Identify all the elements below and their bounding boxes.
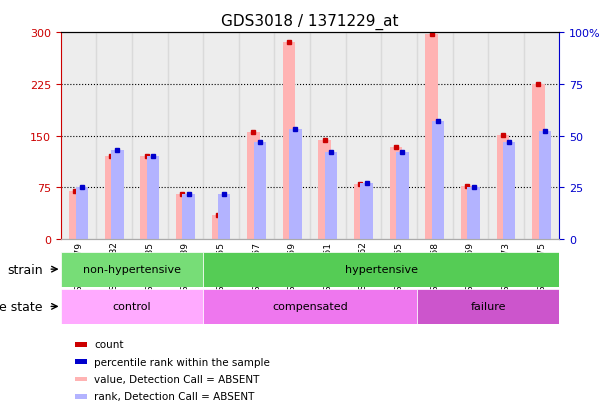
Bar bbox=[503, 142, 516, 240]
Bar bbox=[69, 191, 81, 240]
Bar bbox=[396, 153, 409, 240]
Bar bbox=[75, 359, 87, 364]
Bar bbox=[497, 135, 509, 240]
Bar bbox=[390, 148, 402, 240]
Bar bbox=[168, 33, 203, 240]
Bar bbox=[523, 33, 559, 240]
Bar bbox=[176, 195, 188, 240]
Bar bbox=[325, 153, 337, 240]
Bar bbox=[247, 133, 260, 240]
Bar bbox=[283, 43, 295, 240]
Bar bbox=[61, 289, 203, 324]
Bar bbox=[274, 33, 310, 240]
Bar bbox=[361, 184, 373, 240]
Bar bbox=[239, 33, 274, 240]
Bar bbox=[75, 394, 87, 399]
Bar bbox=[346, 33, 381, 240]
Bar bbox=[254, 142, 266, 240]
Bar bbox=[354, 185, 367, 240]
Bar bbox=[425, 34, 438, 240]
Text: rank, Detection Call = ABSENT: rank, Detection Call = ABSENT bbox=[94, 392, 255, 401]
Bar bbox=[468, 188, 480, 240]
Bar bbox=[203, 289, 417, 324]
Bar bbox=[132, 33, 168, 240]
Text: non-hypertensive: non-hypertensive bbox=[83, 264, 181, 275]
Bar bbox=[97, 33, 132, 240]
Bar bbox=[289, 130, 302, 240]
Bar bbox=[111, 151, 123, 240]
Bar bbox=[182, 194, 195, 240]
Text: value, Detection Call = ABSENT: value, Detection Call = ABSENT bbox=[94, 374, 260, 384]
Bar bbox=[61, 33, 97, 240]
Bar bbox=[105, 157, 117, 240]
Bar bbox=[461, 187, 474, 240]
Bar bbox=[539, 132, 551, 240]
Text: count: count bbox=[94, 339, 123, 349]
Bar bbox=[381, 33, 417, 240]
Bar bbox=[147, 157, 159, 240]
Title: GDS3018 / 1371229_at: GDS3018 / 1371229_at bbox=[221, 14, 399, 30]
Bar bbox=[203, 252, 559, 287]
Bar bbox=[75, 377, 87, 382]
Text: hypertensive: hypertensive bbox=[345, 264, 418, 275]
Bar bbox=[75, 342, 87, 347]
Text: percentile rank within the sample: percentile rank within the sample bbox=[94, 357, 270, 367]
Bar bbox=[310, 33, 346, 240]
Bar bbox=[417, 33, 452, 240]
Bar bbox=[75, 188, 88, 240]
Text: control: control bbox=[112, 301, 151, 312]
Bar bbox=[417, 289, 559, 324]
Bar bbox=[61, 252, 203, 287]
Bar bbox=[319, 141, 331, 240]
Bar bbox=[432, 122, 444, 240]
Bar bbox=[488, 33, 523, 240]
Bar bbox=[203, 33, 239, 240]
Text: strain: strain bbox=[7, 263, 43, 276]
Bar bbox=[140, 157, 153, 240]
Bar bbox=[218, 194, 230, 240]
Bar bbox=[212, 216, 224, 240]
Text: failure: failure bbox=[471, 301, 506, 312]
Bar bbox=[532, 85, 545, 240]
Text: compensated: compensated bbox=[272, 301, 348, 312]
Text: disease state: disease state bbox=[0, 300, 43, 313]
Bar bbox=[452, 33, 488, 240]
